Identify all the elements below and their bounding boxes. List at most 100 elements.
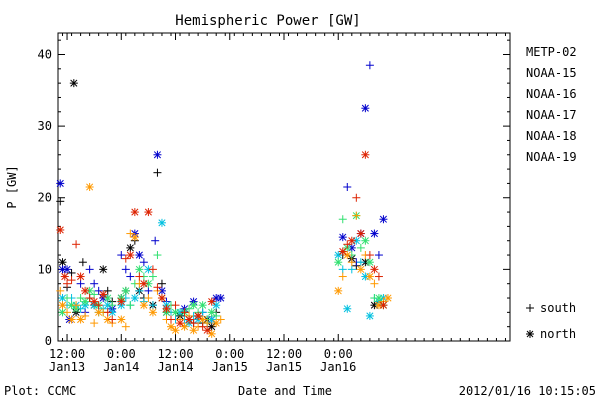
data-point-north (117, 315, 126, 324)
data-point-south (180, 308, 189, 317)
data-point-south (108, 301, 117, 310)
data-point-south (72, 240, 81, 249)
data-point-north (58, 258, 67, 267)
marker-stroke (167, 323, 175, 331)
data-point-south (189, 319, 198, 328)
data-point-south (374, 272, 383, 281)
data-point-south (135, 272, 144, 281)
data-point-north (383, 294, 392, 303)
data-point-south (198, 322, 207, 331)
data-point-south (67, 268, 76, 277)
x-tick-label: 0:00 (107, 347, 136, 361)
data-point-south (338, 215, 347, 224)
y-tick-label: 10 (38, 262, 52, 276)
data-point-north (338, 247, 347, 256)
data-point-north (85, 183, 94, 191)
data-point-north (56, 179, 65, 188)
data-point-north (370, 265, 379, 274)
data-point-north (67, 315, 76, 324)
marker-stroke (153, 151, 161, 159)
marker-stroke (68, 301, 76, 309)
x-tick-label: 0:00 (324, 347, 353, 361)
marker-stroke (370, 230, 378, 238)
marker-stroke (217, 294, 225, 302)
data-point-north (144, 208, 153, 217)
legend-entry: NOAA-19 (526, 150, 577, 164)
data-point-north (176, 319, 185, 328)
x-tick-label: 0:00 (215, 347, 244, 361)
marker-stroke (375, 294, 383, 302)
marker-stroke (56, 179, 64, 187)
marker-stroke (158, 294, 166, 302)
chart-title: Hemispheric Power [GW] (175, 13, 360, 29)
data-point-north (343, 251, 352, 260)
marker-stroke (86, 183, 94, 191)
marker-stroke (58, 294, 67, 302)
data-point-south (78, 258, 87, 267)
legend-entry: NOAA-17 (526, 108, 577, 122)
data-point-south (347, 265, 356, 274)
data-point-north (58, 301, 67, 310)
y-axis-label: P [GW] (5, 165, 19, 208)
data-point-north (63, 265, 72, 274)
marker-stroke (379, 215, 387, 223)
marker-stroke (158, 287, 166, 295)
marker-stroke (366, 258, 374, 266)
x-tick-date-label: Jan15 (212, 360, 248, 374)
data-point-north (81, 286, 90, 295)
y-tick-label: 40 (38, 47, 52, 61)
data-point-south (103, 286, 112, 295)
data-point-south (56, 197, 65, 206)
symbol-legend-entry: south (526, 301, 576, 315)
data-point-north (56, 225, 65, 234)
marker-stroke (190, 326, 198, 334)
data-point-north (76, 315, 85, 324)
data-point-north (148, 308, 157, 317)
marker-stroke (171, 308, 180, 316)
data-point-north (365, 311, 374, 320)
data-point-south (126, 229, 135, 238)
marker-stroke (361, 151, 369, 159)
marker-stroke (162, 305, 171, 313)
data-point-south (148, 272, 157, 281)
data-point-north (347, 236, 356, 245)
data-point-north (379, 301, 388, 310)
marker-stroke (334, 258, 342, 266)
data-point-south (153, 283, 162, 292)
marker-stroke (58, 258, 67, 266)
data-point-north (130, 208, 139, 217)
marker-stroke (357, 265, 365, 273)
marker-stroke (208, 298, 216, 306)
data-point-north (334, 286, 343, 295)
data-point-north (103, 294, 112, 303)
legend-entry: NOAA-16 (526, 87, 577, 101)
marker-stroke (208, 315, 216, 324)
data-point-north (198, 315, 207, 324)
marker-stroke (58, 308, 67, 316)
legend-entry: METP-02 (526, 45, 577, 59)
marker-stroke (104, 294, 112, 302)
data-point-north (198, 301, 207, 310)
data-point-south (144, 286, 153, 295)
data-point-north (356, 265, 365, 274)
data-point-south (126, 301, 135, 310)
data-point-south (347, 258, 356, 267)
marker-stroke (140, 280, 148, 288)
marker-stroke (144, 208, 152, 216)
data-point-south (365, 61, 374, 70)
marker-stroke (126, 244, 134, 252)
data-point-north (126, 243, 135, 252)
data-point-north (207, 297, 216, 306)
marker-stroke (81, 298, 89, 306)
data-point-north (99, 265, 108, 274)
data-point-north (361, 150, 370, 159)
legend-entry: NOAA-18 (526, 129, 577, 143)
marker-stroke (181, 323, 189, 331)
data-point-north (130, 294, 139, 303)
data-point-south (108, 315, 117, 324)
data-point-south (63, 279, 72, 288)
data-point-south (338, 272, 347, 281)
marker-stroke (158, 219, 166, 227)
data-point-north (139, 279, 148, 288)
